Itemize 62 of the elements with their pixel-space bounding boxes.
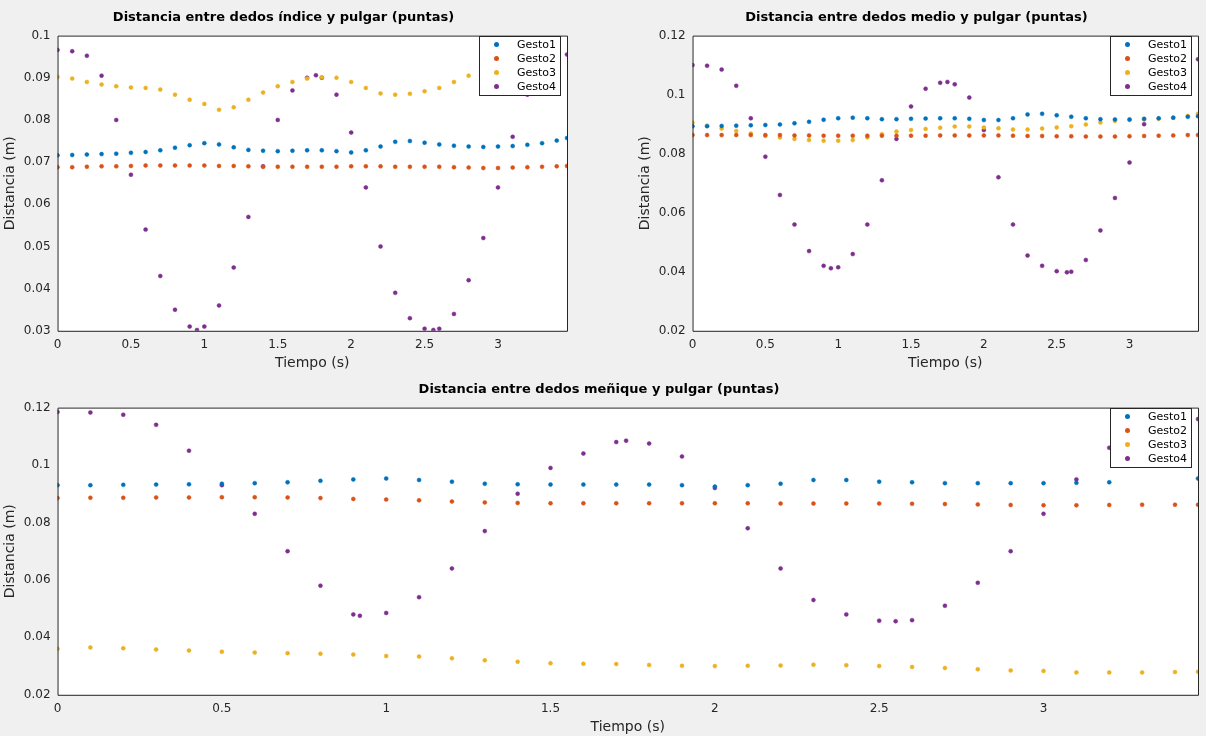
y-axis-title: Distancia (m) bbox=[1, 136, 18, 231]
y-tick-label: 0.1 bbox=[666, 86, 686, 101]
legend-label: Gesto3 bbox=[1147, 65, 1187, 80]
x-tick-label: 0 bbox=[53, 337, 62, 352]
x-tick-label: 0 bbox=[688, 337, 697, 352]
x-tick-label: 2.5 bbox=[1047, 337, 1067, 352]
y-tick-label: 0.08 bbox=[658, 145, 686, 160]
y-tick-label: 0.06 bbox=[23, 196, 51, 211]
y-tick-label: 0.07 bbox=[23, 154, 51, 169]
x-tick-label: 2 bbox=[711, 701, 719, 716]
x-tick-label: 0.5 bbox=[121, 337, 141, 352]
y-tick-label: 0.1 bbox=[31, 27, 51, 42]
legend-label: Gesto1 bbox=[1147, 409, 1187, 424]
legend-label: Gesto1 bbox=[516, 37, 556, 52]
y-tick-label: 0.12 bbox=[658, 27, 686, 42]
y-tick-label: 0.1 bbox=[31, 457, 51, 472]
chart-title: Distancia entre dedos meñique y pulgar (puntas) bbox=[418, 381, 780, 397]
x-tick-label: 2.5 bbox=[415, 337, 435, 352]
y-tick-label: 0.08 bbox=[23, 112, 51, 127]
y-tick-label: 0.05 bbox=[23, 238, 51, 253]
legend-label: Gesto4 bbox=[1147, 451, 1187, 466]
y-tick-label: 0.04 bbox=[23, 280, 51, 295]
y-tick-label: 0.04 bbox=[658, 263, 686, 278]
y-axis-title: Distancia (m) bbox=[636, 136, 653, 231]
chart-title: Distancia entre dedos medio y pulgar (puntas) bbox=[745, 9, 1088, 25]
y-tick-label: 0.12 bbox=[23, 399, 51, 414]
x-tick-label: 2 bbox=[980, 337, 988, 352]
y-tick-label: 0.03 bbox=[23, 322, 51, 337]
x-axis-title: Tiempo (s) bbox=[907, 354, 983, 371]
x-tick-label: 1.5 bbox=[540, 701, 561, 716]
y-tick-label: 0.02 bbox=[23, 686, 51, 701]
y-tick-label: 0.09 bbox=[23, 69, 51, 84]
y-tick-label: 0.06 bbox=[23, 572, 51, 587]
x-tick-label: 2 bbox=[347, 337, 355, 352]
x-tick-label: 0.5 bbox=[755, 337, 775, 352]
x-tick-label: 3 bbox=[1125, 337, 1134, 352]
legend-label: Gesto4 bbox=[516, 79, 556, 94]
x-tick-label: 1 bbox=[382, 701, 391, 716]
x-tick-label: 2.5 bbox=[869, 701, 889, 716]
x-axis-title: Tiempo (s) bbox=[589, 718, 665, 735]
legend-label: Gesto2 bbox=[1147, 51, 1187, 66]
x-tick-label: 1.5 bbox=[268, 337, 288, 352]
legend-label: Gesto4 bbox=[1147, 79, 1187, 94]
chart-title: Distancia entre dedos índice y pulgar (puntas) bbox=[112, 9, 455, 25]
x-axis-title: Tiempo (s) bbox=[274, 354, 350, 371]
legend-label: Gesto2 bbox=[516, 51, 556, 66]
legend-label: Gesto3 bbox=[516, 65, 556, 80]
x-tick-label: 0.5 bbox=[212, 701, 232, 716]
legend-label: Gesto1 bbox=[1147, 37, 1187, 52]
x-tick-label: 3 bbox=[1039, 701, 1048, 716]
x-tick-label: 1 bbox=[200, 337, 209, 352]
x-tick-label: 1.5 bbox=[901, 337, 921, 352]
x-tick-label: 3 bbox=[494, 337, 502, 352]
y-tick-label: 0.06 bbox=[658, 204, 686, 219]
x-tick-label: 1 bbox=[834, 337, 843, 352]
y-tick-label: 0.02 bbox=[658, 322, 686, 337]
y-axis-title: Distancia (m) bbox=[1, 504, 18, 599]
legend-label: Gesto3 bbox=[1147, 437, 1187, 452]
y-tick-label: 0.08 bbox=[23, 514, 51, 529]
x-tick-label: 0 bbox=[53, 701, 62, 716]
y-tick-label: 0.04 bbox=[23, 629, 51, 644]
legend-label: Gesto2 bbox=[1147, 423, 1187, 438]
